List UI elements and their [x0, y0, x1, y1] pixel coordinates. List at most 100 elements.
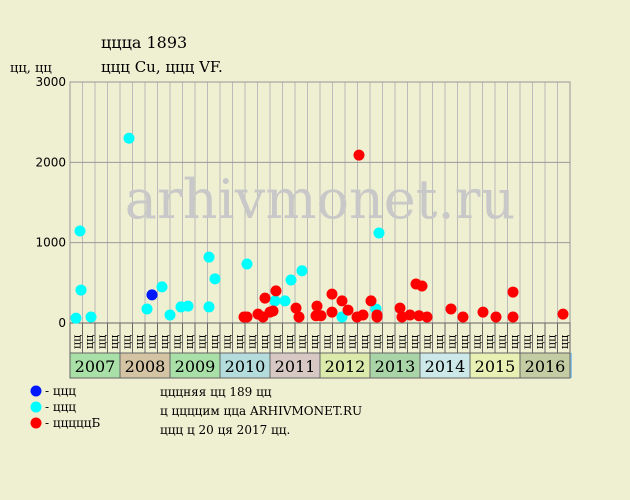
quarter-label: цц: [183, 335, 196, 349]
quarter-label: цц: [170, 335, 183, 349]
point: [70, 312, 82, 324]
year-label: 2010: [225, 357, 266, 376]
quarter-label: цц: [445, 335, 458, 349]
point: [342, 304, 354, 316]
quarter-label: цц: [283, 335, 296, 349]
quarter-label: цц: [145, 335, 158, 349]
year-band: [219, 352, 271, 379]
y-tick-label: 0: [58, 316, 66, 330]
year-label: 2008: [125, 357, 166, 376]
point: [270, 285, 282, 297]
point: [326, 288, 338, 300]
year-label: 2009: [175, 357, 216, 376]
year-label: 2011: [275, 357, 316, 376]
point: [279, 295, 291, 307]
quarter-label: цц: [483, 335, 496, 349]
chart-title: ццца 1893: [101, 33, 187, 52]
quarter-label: цц: [95, 335, 108, 349]
point: [156, 281, 168, 293]
point: [75, 284, 87, 296]
point: [490, 311, 502, 323]
legend-marker: [30, 385, 42, 397]
point: [326, 306, 338, 318]
point: [296, 265, 308, 277]
point: [336, 295, 348, 307]
year-band: [69, 352, 121, 379]
point: [241, 311, 253, 323]
point: [146, 289, 158, 301]
year-label: 2015: [475, 357, 516, 376]
point: [507, 286, 519, 298]
note: цццняя цц 189 цц: [160, 385, 272, 399]
year-band: [419, 352, 471, 379]
point: [416, 280, 428, 292]
quarter-label: цц: [158, 335, 171, 349]
quarter-label: цц: [545, 335, 558, 349]
quarter-label: цц: [245, 335, 258, 349]
year-label: 2014: [425, 357, 466, 376]
quarter-label: цц: [358, 335, 371, 349]
quarter-label: цц: [320, 335, 333, 349]
point: [357, 309, 369, 321]
quarter-label: цц: [258, 335, 271, 349]
year-label: 2013: [375, 357, 416, 376]
point: [371, 311, 383, 323]
point: [421, 311, 433, 323]
point: [203, 251, 215, 263]
y-tick-label: 2000: [35, 155, 66, 169]
point: [477, 306, 489, 318]
quarter-label: цц: [195, 335, 208, 349]
quarter-label: цц: [220, 335, 233, 349]
quarter-label: цц: [458, 335, 471, 349]
note: ц ццццим цца ARHIVMONET.RU: [160, 404, 362, 418]
quarter-label: цц: [83, 335, 96, 349]
quarter-label: цц: [295, 335, 308, 349]
point: [203, 301, 215, 313]
y-tick-label: 1000: [35, 236, 66, 250]
point: [123, 132, 135, 144]
quarter-label: цц: [108, 335, 121, 349]
year-band: [469, 352, 521, 379]
quarter-label: цц: [508, 335, 521, 349]
quarter-label: цц: [470, 335, 483, 349]
point: [182, 300, 194, 312]
legend-marker: [30, 417, 42, 429]
point: [285, 274, 297, 286]
point: [164, 309, 176, 321]
note: ццц ц 20 ця 2017 цц.: [160, 423, 290, 437]
point: [394, 302, 406, 314]
quarter-label: цц: [520, 335, 533, 349]
point: [557, 308, 569, 320]
quarter-label: цц: [233, 335, 246, 349]
point: [259, 292, 271, 304]
quarter-label: цц: [308, 335, 321, 349]
point: [74, 225, 86, 237]
point: [311, 300, 323, 312]
quarter-label: цц: [558, 335, 571, 349]
quarter-label: цц: [208, 335, 221, 349]
quarter-label: цц: [70, 335, 83, 349]
point: [269, 295, 281, 307]
legend-label: - цццццБ: [45, 416, 100, 430]
watermark: arhivmonet.ru: [125, 168, 515, 231]
point: [293, 311, 305, 323]
quarter-label: цц: [120, 335, 133, 349]
point: [267, 305, 279, 317]
point: [290, 302, 302, 314]
legend-label: - ццц: [45, 384, 76, 398]
point: [353, 149, 365, 161]
point: [241, 258, 253, 270]
point: [141, 303, 153, 315]
quarter-label: цц: [433, 335, 446, 349]
year-label: 2012: [325, 357, 366, 376]
y-tick-label: 3000: [35, 75, 66, 89]
point: [365, 295, 377, 307]
point: [85, 311, 97, 323]
y-axis-label: цц, цц: [10, 61, 52, 76]
year-label: 2007: [75, 357, 116, 376]
quarter-label: цц: [383, 335, 396, 349]
point: [373, 227, 385, 239]
point: [445, 303, 457, 315]
quarter-label: цц: [333, 335, 346, 349]
